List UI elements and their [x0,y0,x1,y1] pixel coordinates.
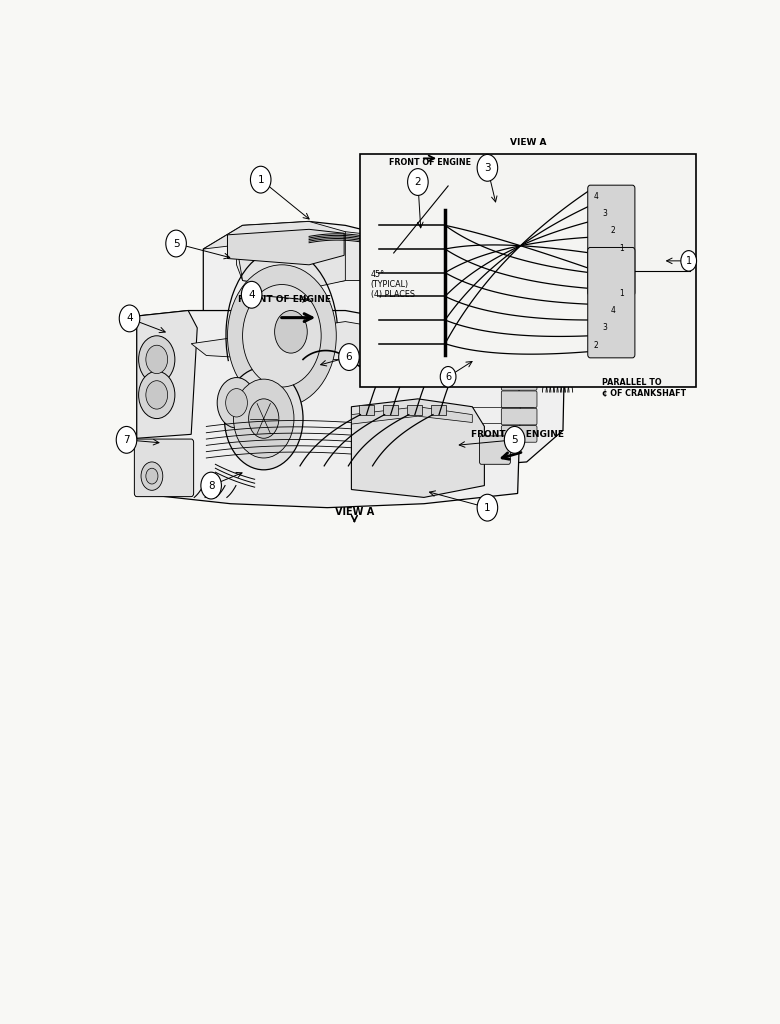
Text: 6: 6 [346,352,353,362]
Polygon shape [136,310,197,438]
Text: 2: 2 [611,226,615,236]
Text: VIEW A: VIEW A [510,137,547,146]
Text: 1: 1 [686,256,692,266]
FancyBboxPatch shape [531,351,564,370]
Bar [383,406,398,415]
Text: 4: 4 [594,191,599,201]
Circle shape [505,426,525,454]
Bar [407,406,422,415]
Polygon shape [136,310,521,508]
Circle shape [116,426,136,454]
Polygon shape [236,231,566,289]
Circle shape [119,305,140,332]
Circle shape [477,155,498,181]
Circle shape [166,230,186,257]
Circle shape [146,345,168,374]
Circle shape [217,378,256,428]
FancyBboxPatch shape [134,439,193,497]
Circle shape [139,336,175,383]
Circle shape [267,300,315,364]
Circle shape [275,310,307,353]
FancyBboxPatch shape [480,436,510,464]
Circle shape [241,282,262,308]
Text: 1: 1 [257,175,264,184]
Text: 45°
(TYPICAL)
(4) PLACES: 45° (TYPICAL) (4) PLACES [370,269,415,299]
Text: 3: 3 [484,163,491,173]
Polygon shape [351,407,473,424]
FancyBboxPatch shape [502,409,537,425]
Circle shape [440,367,456,387]
Text: 4: 4 [611,306,615,315]
Circle shape [477,495,498,521]
Text: 5: 5 [512,435,518,444]
Circle shape [504,283,513,295]
Circle shape [146,468,158,484]
FancyBboxPatch shape [531,299,564,317]
Circle shape [250,166,271,194]
Polygon shape [394,281,563,383]
Bar [359,406,374,415]
Polygon shape [351,398,484,498]
Text: FRONT OF ENGINE: FRONT OF ENGINE [239,295,332,304]
Circle shape [438,283,447,295]
Circle shape [408,169,428,196]
Text: FRONT OF ENGINE: FRONT OF ENGINE [471,430,564,439]
Text: 8: 8 [207,480,215,490]
Circle shape [404,283,413,295]
Text: 1: 1 [619,244,624,253]
FancyBboxPatch shape [588,185,635,296]
Text: 4: 4 [248,290,255,300]
Text: VIEW A: VIEW A [335,507,374,517]
Polygon shape [204,221,346,289]
Circle shape [139,372,175,419]
Circle shape [141,462,163,490]
Text: PARALLEL TO
¢ OF CRANKSHAFT: PARALLEL TO ¢ OF CRANKSHAFT [602,378,686,397]
Text: 6: 6 [445,372,451,382]
Polygon shape [228,229,344,265]
Text: 2: 2 [594,341,598,350]
Text: 5: 5 [173,239,179,249]
Circle shape [339,344,360,371]
Text: 3: 3 [602,324,607,333]
Text: 4: 4 [126,313,133,324]
Text: 1: 1 [619,289,624,298]
FancyBboxPatch shape [531,316,564,335]
Circle shape [201,472,222,499]
Circle shape [225,368,303,470]
Text: FRONT OF ENGINE: FRONT OF ENGINE [389,158,471,167]
Circle shape [233,379,294,458]
Text: 2: 2 [415,177,421,187]
FancyBboxPatch shape [502,426,537,442]
Circle shape [681,251,697,271]
Wedge shape [228,265,336,407]
Text: 1: 1 [484,503,491,513]
Circle shape [243,285,321,387]
Text: 7: 7 [123,435,129,444]
Circle shape [249,398,279,438]
FancyBboxPatch shape [588,248,635,357]
FancyBboxPatch shape [502,374,537,390]
FancyBboxPatch shape [502,391,537,408]
FancyBboxPatch shape [531,334,564,352]
Circle shape [225,388,247,417]
Text: 3: 3 [602,209,607,218]
Circle shape [146,381,168,410]
Bar [360,155,696,387]
Circle shape [470,283,480,295]
Polygon shape [191,322,478,372]
Bar [431,406,446,415]
Polygon shape [204,221,566,470]
